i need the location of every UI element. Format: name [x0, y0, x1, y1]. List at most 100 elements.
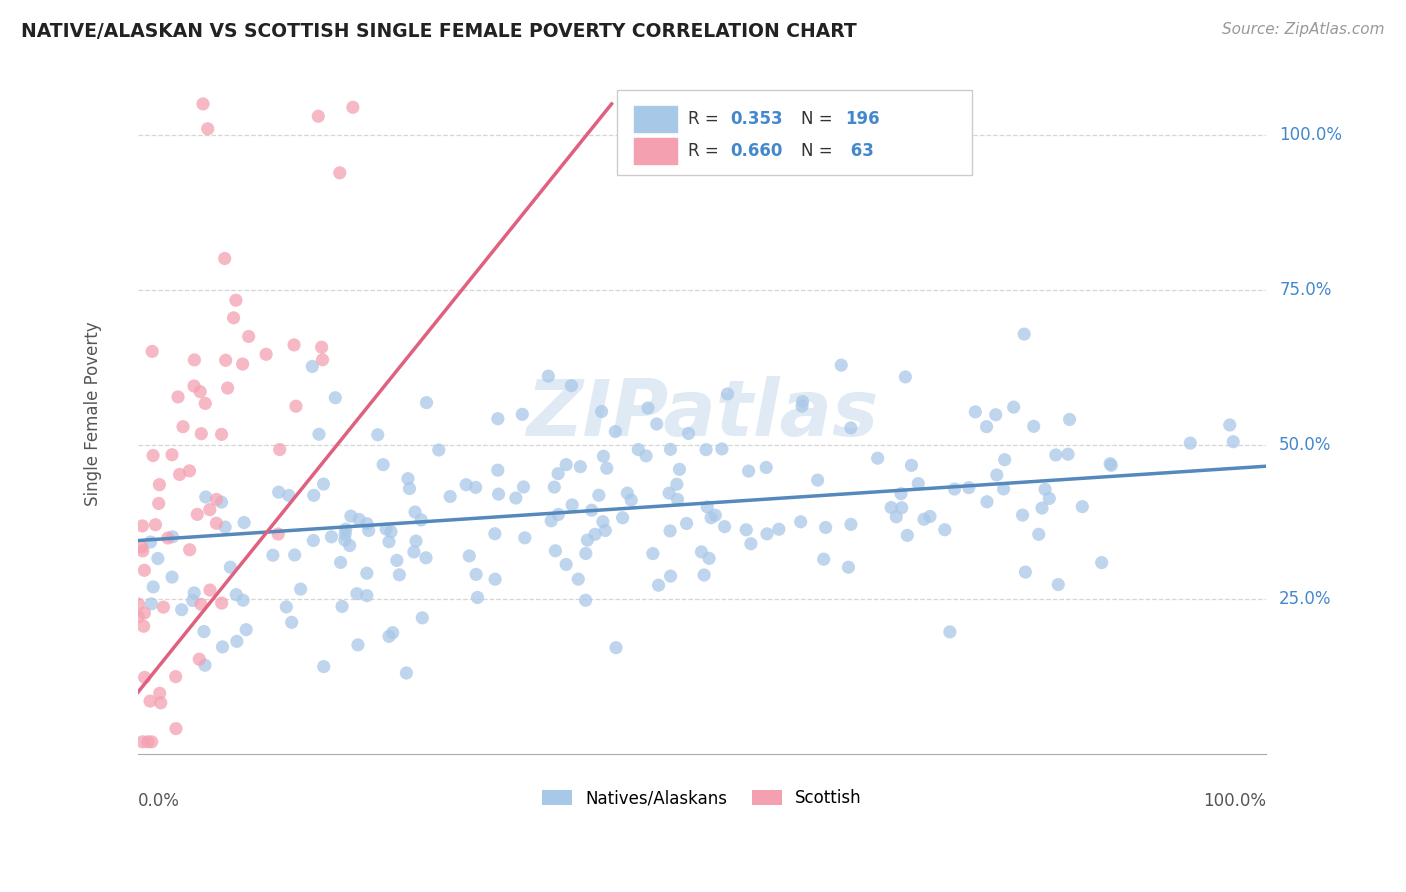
Text: 63: 63	[845, 143, 875, 161]
Point	[880, 500, 903, 515]
Point	[415, 550, 437, 565]
Point	[1045, 448, 1067, 462]
Point	[183, 586, 205, 600]
Point	[605, 425, 627, 439]
Text: 75.0%: 75.0%	[1279, 281, 1331, 299]
Point	[986, 467, 1008, 482]
Point	[659, 524, 682, 538]
Point	[131, 540, 153, 554]
Point	[890, 486, 912, 500]
Point	[302, 533, 325, 548]
Point	[302, 488, 325, 502]
Point	[311, 352, 333, 367]
Point	[329, 556, 352, 570]
Text: N =: N =	[801, 111, 838, 128]
Point	[211, 427, 233, 442]
Point	[484, 526, 506, 541]
Point	[1099, 458, 1122, 473]
Point	[142, 449, 165, 463]
Point	[467, 591, 489, 605]
Point	[357, 524, 380, 538]
Point	[134, 670, 156, 684]
Point	[488, 487, 510, 501]
Point	[217, 381, 239, 395]
Text: NATIVE/ALASKAN VS SCOTTISH SINGLE FEMALE POVERTY CORRELATION CHART: NATIVE/ALASKAN VS SCOTTISH SINGLE FEMALE…	[21, 22, 856, 41]
Point	[1057, 447, 1080, 461]
Point	[588, 488, 610, 502]
Point	[555, 458, 578, 472]
Point	[267, 527, 290, 541]
Point	[427, 442, 450, 457]
Point	[225, 293, 247, 308]
Point	[513, 531, 536, 545]
Point	[188, 384, 211, 399]
Point	[540, 514, 562, 528]
Point	[690, 545, 713, 559]
Point	[666, 492, 689, 507]
Point	[142, 580, 165, 594]
Point	[486, 463, 509, 477]
Point	[993, 482, 1015, 496]
Point	[232, 357, 254, 371]
Text: N =: N =	[801, 143, 838, 161]
Point	[790, 399, 813, 413]
Text: ZIPatlas: ZIPatlas	[526, 376, 877, 451]
Point	[194, 658, 217, 673]
Point	[156, 531, 179, 545]
Point	[131, 735, 153, 749]
Point	[194, 490, 217, 504]
Point	[134, 563, 156, 577]
Point	[484, 572, 506, 586]
Point	[814, 520, 837, 534]
Point	[512, 480, 534, 494]
Point	[737, 464, 759, 478]
Point	[290, 582, 312, 596]
Point	[576, 533, 599, 547]
Point	[1002, 400, 1025, 414]
Point	[807, 473, 830, 487]
Point	[1011, 508, 1033, 522]
Point	[957, 481, 980, 495]
Point	[197, 121, 219, 136]
Point	[645, 417, 668, 431]
Point	[404, 505, 426, 519]
Text: Source: ZipAtlas.com: Source: ZipAtlas.com	[1222, 22, 1385, 37]
Point	[128, 597, 150, 611]
Point	[179, 464, 201, 478]
Point	[131, 519, 153, 533]
Point	[312, 477, 335, 491]
Point	[1180, 436, 1202, 450]
Point	[627, 442, 650, 457]
Point	[1059, 412, 1081, 426]
Point	[592, 515, 614, 529]
Point	[356, 516, 378, 531]
Legend: Natives/Alaskans, Scottish: Natives/Alaskans, Scottish	[536, 782, 869, 814]
FancyBboxPatch shape	[634, 138, 676, 164]
Point	[612, 510, 634, 524]
Point	[696, 500, 718, 514]
Point	[456, 477, 478, 491]
Point	[283, 338, 305, 352]
Point	[592, 449, 614, 463]
Point	[269, 442, 291, 457]
Point	[146, 551, 169, 566]
Point	[190, 597, 212, 611]
Point	[188, 652, 211, 666]
FancyBboxPatch shape	[617, 90, 973, 175]
Point	[132, 619, 155, 633]
Point	[233, 516, 256, 530]
Point	[965, 405, 987, 419]
Point	[148, 477, 170, 491]
Point	[439, 490, 461, 504]
Point	[307, 109, 329, 123]
Point	[378, 534, 401, 549]
Point	[215, 353, 238, 368]
Point	[169, 467, 191, 482]
Point	[342, 100, 364, 114]
Point	[616, 486, 638, 500]
Point	[160, 570, 183, 584]
Text: 100.0%: 100.0%	[1202, 792, 1265, 810]
Point	[181, 593, 204, 607]
Point	[330, 599, 353, 614]
Point	[596, 461, 619, 475]
